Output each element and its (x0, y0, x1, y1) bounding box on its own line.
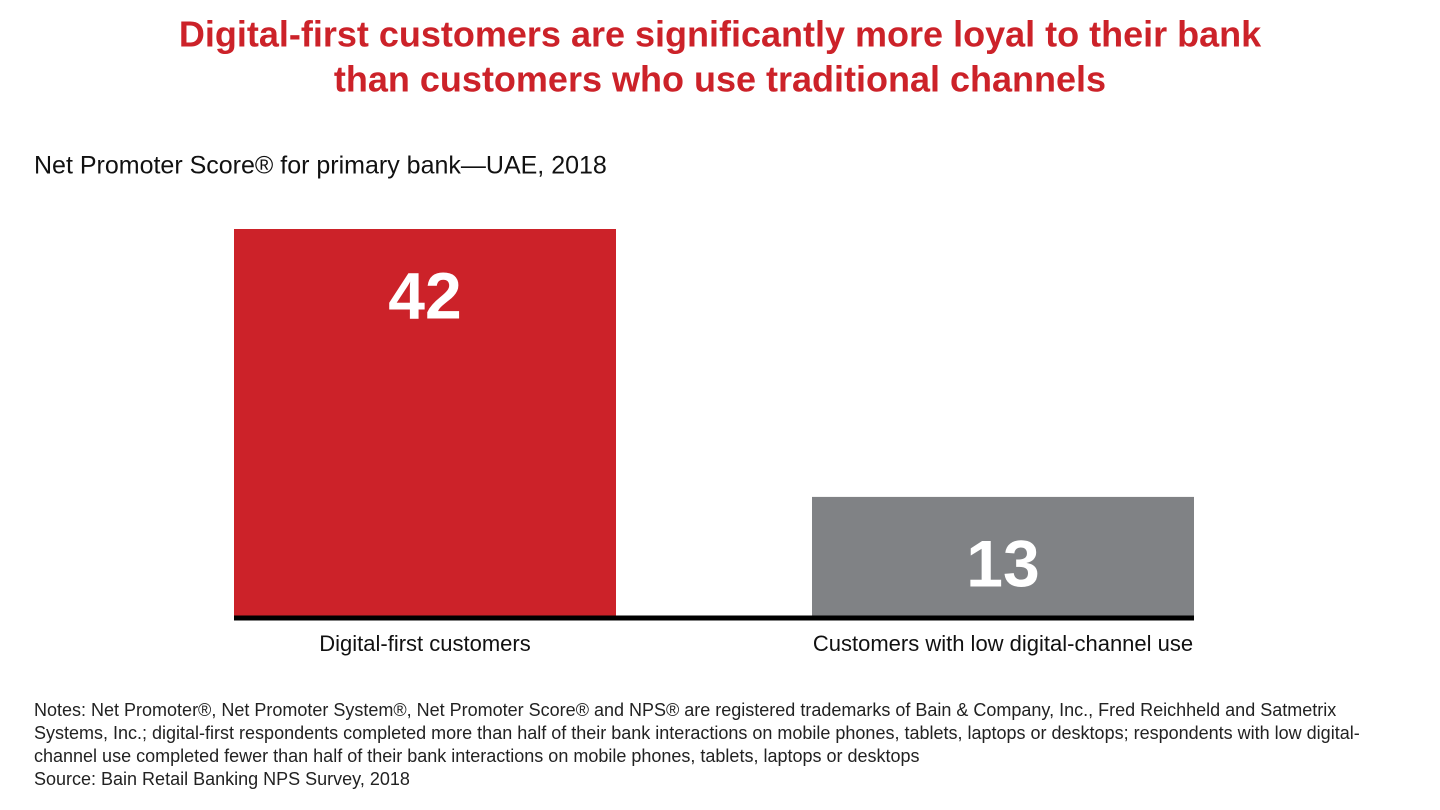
source-text: Source: Bain Retail Banking NPS Survey, … (34, 769, 410, 789)
bar (812, 496, 1194, 617)
chart-subtitle: Net Promoter Score® for primary bank—UAE… (34, 152, 607, 180)
value-label: 42 (388, 258, 461, 332)
bar (234, 229, 616, 617)
notes-text: Notes: Net Promoter®, Net Promoter Syste… (34, 700, 1360, 766)
x-tick-label: Digital-first customers (319, 631, 530, 656)
x-tick-label: Customers with low digital-channel use (813, 631, 1193, 656)
notes: Notes: Net Promoter®, Net Promoter Syste… (34, 699, 1414, 791)
chart-title: Digital-first customers are significantl… (179, 14, 1262, 55)
value-label: 13 (966, 526, 1039, 600)
chart: Digital-first customers are significantl… (34, 14, 1262, 656)
chart-title: than customers who use traditional chann… (334, 59, 1106, 100)
